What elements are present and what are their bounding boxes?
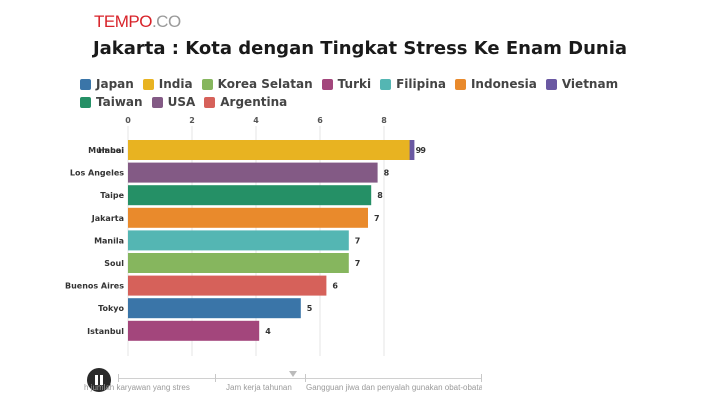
category-label: Tokyo — [98, 304, 124, 313]
x-tick-label: 2 — [189, 116, 195, 125]
legend-item[interactable]: India — [142, 76, 193, 92]
legend-label: Filipina — [396, 77, 446, 91]
bar-value-label: 8 — [384, 169, 390, 178]
legend-swatch — [204, 96, 216, 108]
pause-button[interactable] — [87, 368, 111, 392]
legend-swatch — [80, 96, 91, 108]
legend-label: Vietnam — [561, 77, 619, 91]
bar — [128, 275, 327, 296]
pause-icon-bar — [100, 375, 103, 385]
tempo-logo: TEMPO.CO — [94, 12, 181, 32]
bar — [128, 207, 368, 228]
bar — [128, 230, 349, 251]
legend-label: USA — [167, 95, 196, 109]
legend-swatch — [80, 78, 91, 90]
legend-swatch — [380, 78, 392, 90]
bar — [128, 253, 349, 273]
legend-swatch — [142, 78, 154, 90]
legend-swatch — [321, 78, 333, 90]
x-tick-label: 0 — [125, 116, 131, 125]
chart-legend: Japan India Korea Selatan Turki Filipina Indo… — [80, 76, 640, 110]
timeline-tick — [215, 374, 216, 382]
category-label: Taipe — [100, 191, 124, 200]
legend-item[interactable]: Filipina — [380, 76, 446, 92]
category-label: Soul — [104, 259, 124, 268]
legend-item[interactable]: Argentina — [204, 94, 287, 110]
bar-value-label: 7 — [355, 236, 361, 245]
timeline-track[interactable] — [118, 378, 482, 379]
bar-value-label: 4 — [265, 327, 271, 336]
category-label: Mumbai — [88, 146, 124, 155]
timeline-label-3[interactable]: Gangguan jiwa dan penyalah gunakan obat-… — [306, 383, 482, 392]
legend-item[interactable]: USA — [151, 94, 196, 110]
legend-label: Argentina — [220, 95, 288, 109]
logo-main: TEMPO — [94, 12, 152, 31]
category-label: Manila — [94, 236, 124, 245]
x-tick-label: 8 — [381, 116, 387, 125]
chart-title: Jakarta : Kota dengan Tingkat Stress Ke … — [92, 38, 628, 59]
category-label: Buenos Aires — [65, 282, 124, 291]
bar — [128, 140, 410, 160]
pause-icon — [95, 375, 98, 385]
legend-label: India — [158, 77, 193, 91]
legend-item[interactable]: Korea Selatan — [201, 76, 313, 92]
category-label: Los Angeles — [70, 169, 124, 178]
legend-label: Japan — [96, 77, 134, 91]
bar-value-label: 7 — [355, 259, 361, 268]
legend-swatch — [201, 78, 213, 90]
legend-swatch — [454, 78, 466, 90]
legend-label: Turki — [337, 77, 372, 91]
legend-item[interactable]: Vietnam — [545, 76, 619, 92]
timeline-tick — [305, 374, 306, 382]
bar-value-label: 5 — [307, 304, 313, 313]
x-tick-label: 4 — [253, 116, 259, 125]
legend-item[interactable]: Turki — [321, 76, 372, 92]
bar — [128, 320, 260, 341]
bar-value-label: 9 — [420, 146, 426, 155]
bar-value-label: 8 — [377, 191, 383, 200]
legend-item[interactable]: Indonesia — [454, 76, 537, 92]
category-label: Jakarta — [91, 214, 124, 223]
bar — [128, 298, 301, 319]
bar-value-label: 7 — [374, 214, 380, 223]
category-label: Istanbul — [87, 327, 124, 336]
bar — [128, 162, 378, 183]
legend-swatch — [151, 96, 163, 108]
timeline-tick — [481, 374, 482, 382]
logo-domain: .CO — [151, 12, 181, 31]
legend-item[interactable]: Taiwan — [80, 94, 143, 110]
legend-item[interactable]: Japan — [80, 76, 134, 92]
bar-value-label: 9 — [416, 146, 422, 155]
bar — [128, 185, 372, 206]
timeline-tick — [118, 374, 119, 382]
legend-label: Taiwan — [96, 95, 143, 109]
legend-label: Indonesia — [470, 77, 537, 91]
category-label: Hanoi — [98, 146, 124, 155]
legend-label: Korea Selatan — [217, 77, 313, 91]
bar-value-label: 6 — [332, 282, 338, 291]
legend-swatch — [545, 78, 557, 90]
timeline-marker-icon[interactable] — [289, 371, 297, 377]
timeline-label-1[interactable]: h jumlah karyawan yang stres — [84, 383, 190, 392]
timeline-label-2[interactable]: Jam kerja tahunan — [226, 383, 292, 392]
x-tick-label: 6 — [317, 116, 323, 125]
